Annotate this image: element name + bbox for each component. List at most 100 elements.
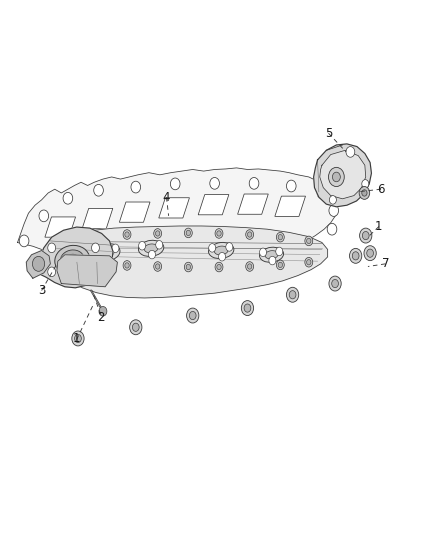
Circle shape	[249, 177, 259, 189]
Circle shape	[154, 262, 162, 271]
Circle shape	[95, 232, 102, 242]
Circle shape	[184, 228, 192, 238]
Circle shape	[217, 231, 221, 236]
Circle shape	[131, 181, 141, 193]
Circle shape	[215, 262, 223, 272]
Circle shape	[217, 264, 221, 270]
Circle shape	[130, 320, 142, 335]
Ellipse shape	[95, 244, 120, 261]
Circle shape	[362, 231, 369, 240]
Ellipse shape	[265, 251, 278, 259]
Polygon shape	[82, 208, 113, 229]
Polygon shape	[159, 198, 190, 218]
Polygon shape	[35, 227, 113, 288]
Circle shape	[260, 248, 267, 256]
Ellipse shape	[138, 240, 164, 256]
Polygon shape	[60, 226, 328, 298]
Polygon shape	[119, 202, 150, 222]
Circle shape	[92, 243, 99, 253]
Circle shape	[155, 264, 160, 269]
Circle shape	[352, 252, 359, 260]
Circle shape	[332, 172, 340, 182]
Text: 3: 3	[38, 284, 45, 297]
Circle shape	[286, 287, 299, 302]
Circle shape	[48, 243, 56, 253]
Circle shape	[327, 223, 337, 235]
Circle shape	[74, 334, 81, 343]
Circle shape	[95, 245, 102, 254]
Text: 7: 7	[381, 257, 389, 270]
Circle shape	[132, 323, 139, 332]
Circle shape	[276, 232, 284, 242]
Circle shape	[70, 259, 74, 264]
Text: 6: 6	[377, 183, 385, 196]
Circle shape	[94, 184, 103, 196]
Circle shape	[247, 264, 252, 269]
Circle shape	[112, 244, 119, 253]
Ellipse shape	[100, 247, 114, 257]
Circle shape	[317, 187, 327, 199]
Circle shape	[187, 308, 199, 323]
Circle shape	[276, 260, 284, 270]
Circle shape	[329, 205, 339, 216]
Circle shape	[156, 240, 163, 249]
Circle shape	[48, 267, 56, 277]
Circle shape	[276, 247, 283, 256]
Circle shape	[96, 261, 101, 266]
Circle shape	[72, 331, 84, 346]
Ellipse shape	[260, 247, 283, 262]
Ellipse shape	[214, 246, 228, 255]
Circle shape	[362, 180, 369, 188]
Circle shape	[219, 253, 226, 261]
Text: 1: 1	[375, 220, 383, 233]
Circle shape	[278, 262, 283, 268]
Text: 2: 2	[97, 311, 105, 324]
Circle shape	[92, 267, 99, 277]
Circle shape	[70, 238, 74, 244]
Circle shape	[99, 306, 107, 316]
Circle shape	[105, 254, 112, 263]
Circle shape	[155, 231, 160, 236]
Ellipse shape	[55, 245, 90, 275]
Polygon shape	[237, 194, 268, 214]
Circle shape	[289, 290, 296, 299]
Circle shape	[305, 257, 313, 267]
Polygon shape	[18, 168, 337, 282]
Circle shape	[246, 262, 254, 271]
Circle shape	[68, 256, 76, 266]
Circle shape	[367, 249, 374, 257]
Circle shape	[123, 230, 131, 239]
Circle shape	[286, 180, 296, 192]
Circle shape	[241, 301, 254, 316]
Ellipse shape	[144, 244, 158, 253]
Circle shape	[360, 228, 372, 243]
Circle shape	[148, 251, 155, 259]
Circle shape	[100, 274, 110, 286]
Circle shape	[125, 232, 129, 237]
Circle shape	[138, 241, 145, 250]
Circle shape	[307, 238, 311, 244]
Circle shape	[328, 167, 344, 187]
Circle shape	[123, 261, 131, 270]
Circle shape	[362, 190, 367, 196]
Polygon shape	[275, 196, 305, 216]
Circle shape	[19, 235, 29, 247]
Circle shape	[332, 279, 339, 288]
Circle shape	[186, 230, 191, 236]
Circle shape	[278, 235, 283, 240]
Circle shape	[215, 229, 223, 238]
Polygon shape	[57, 255, 117, 287]
Circle shape	[269, 256, 276, 265]
Circle shape	[307, 260, 311, 265]
Circle shape	[210, 177, 219, 189]
Circle shape	[329, 276, 341, 291]
Circle shape	[39, 210, 49, 222]
Circle shape	[68, 236, 76, 246]
Circle shape	[208, 244, 215, 252]
Circle shape	[246, 230, 254, 239]
Circle shape	[364, 246, 376, 261]
Circle shape	[247, 232, 252, 237]
Circle shape	[203, 276, 213, 287]
Circle shape	[305, 236, 313, 246]
Ellipse shape	[60, 250, 84, 270]
